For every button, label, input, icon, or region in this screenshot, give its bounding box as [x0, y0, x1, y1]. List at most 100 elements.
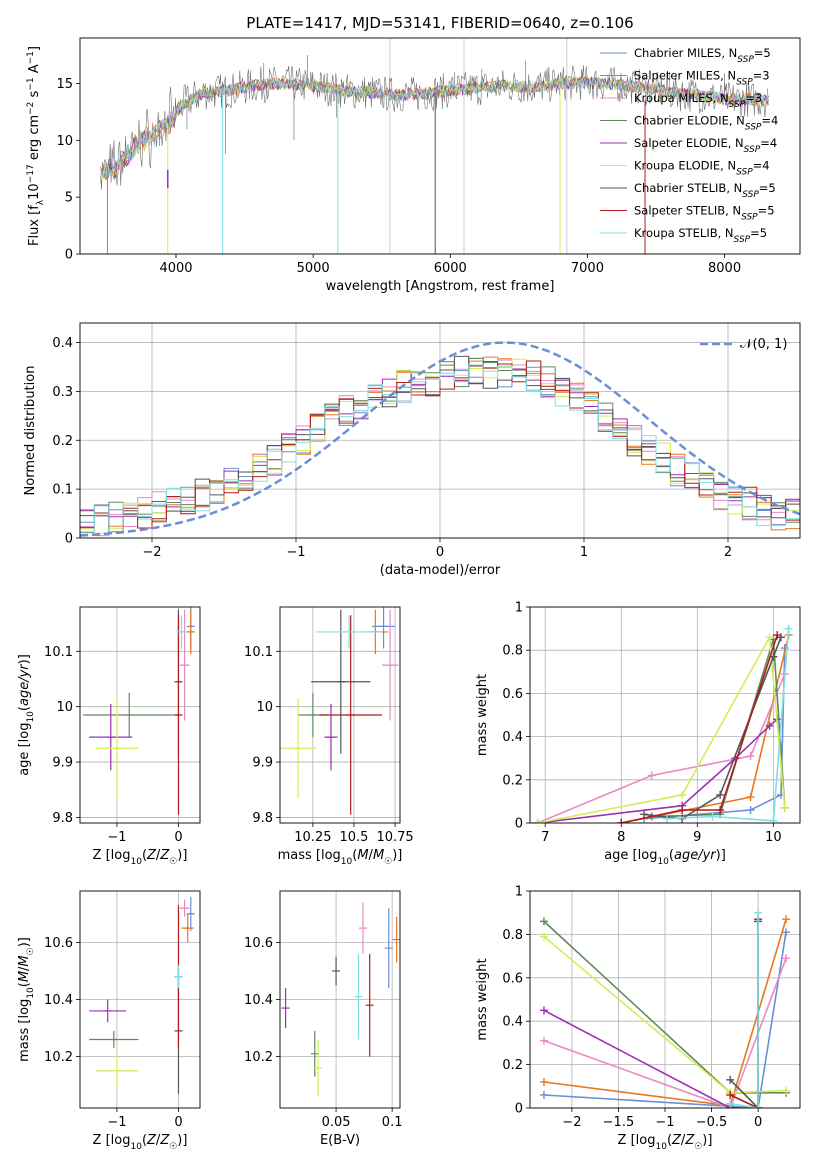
weight-marker	[708, 812, 717, 821]
spectrum-ylabel-part: Flux [f	[27, 205, 42, 246]
weight-marker	[539, 1006, 548, 1015]
weight-marker	[662, 814, 671, 823]
age-vs-Z-xlabel-part: 10	[130, 857, 142, 867]
legend-entry: Salpeter ELODIE, NSSP=4	[634, 136, 777, 155]
weight-vs-age-plot-area	[533, 624, 793, 823]
spectrum-ylabel-part: erg cm	[27, 115, 42, 164]
residuals-ytick-label: 0.3	[52, 385, 73, 400]
residuals-ytick-label: 0	[65, 532, 73, 547]
weight-vs-age-ylabel-part: mass weight	[475, 674, 490, 756]
weight-vs-Z-ylabel: mass weight	[475, 958, 490, 1040]
legend-entry: 𝒩(0, 1)	[740, 337, 787, 352]
age-vs-mass-xlabel-part: (	[352, 848, 357, 863]
weight-vs-Z-ylabel-part: mass weight	[475, 958, 490, 1040]
spectrum-plot-area	[100, 38, 769, 254]
legend-text: Salpeter ELODIE, N	[634, 136, 744, 150]
residuals-xlabel: (data-model)/error	[380, 563, 501, 578]
weight-vs-Z-ytick-label: 0.2	[502, 1058, 523, 1073]
legend-entry: Chabrier STELIB, NSSP=5	[634, 181, 776, 200]
spectrum-ytick-label: 10	[56, 134, 73, 149]
age-vs-Z-xlabel-part: Z [log	[93, 848, 131, 863]
weight-vs-age-xlabel-part: 10	[657, 857, 669, 867]
mass-vs-Z-xlabel-part: )]	[177, 1133, 187, 1148]
weight-marker	[726, 1090, 735, 1099]
weight-line	[621, 634, 778, 823]
weight-marker	[769, 816, 778, 823]
residuals-xtick-label: 0	[436, 545, 444, 560]
spectrum-line	[100, 77, 769, 178]
weight-vs-Z-xtick-label: −1.5	[603, 1115, 635, 1130]
age-vs-Z-xlabel-part: /	[156, 848, 161, 863]
residuals-xlabel-part: (data-model)/error	[380, 563, 501, 578]
weight-vs-Z-xlabel-part: ☉	[694, 1142, 702, 1152]
legend-sub: SSP	[736, 78, 753, 88]
weight-marker	[782, 1086, 791, 1095]
legend-value: =4	[760, 136, 777, 150]
histogram-step	[80, 364, 800, 533]
weight-marker	[716, 806, 725, 815]
spectrum-ylabel-part: −1	[26, 77, 36, 90]
mass-vs-Z-ytick-label: 10.4	[44, 993, 73, 1008]
weight-marker	[617, 819, 626, 823]
weight-marker	[647, 771, 656, 780]
spectrum-ytick-label: 15	[56, 77, 73, 92]
age-vs-Z-ylabel-part: age/yr	[17, 663, 32, 706]
mass-vs-Z-xlabel-part: Z	[146, 1133, 157, 1148]
weight-marker	[678, 790, 687, 799]
weight-vs-Z-ytick-label: 0.4	[502, 1015, 523, 1030]
age-vs-mass-xlabel-part: mass [log	[278, 848, 341, 863]
age-vs-mass-xtick-label: 10.25	[294, 830, 331, 845]
mass-vs-Z-ylabel-part: mass [log	[17, 999, 32, 1062]
weight-marker	[765, 633, 774, 642]
legend-sub: SSP	[736, 168, 753, 178]
weight-marker	[746, 752, 755, 761]
weight-line	[729, 919, 759, 1108]
age-vs-mass-xlabel-part: M	[357, 848, 368, 863]
legend-sub: SSP	[742, 190, 759, 200]
residuals-panel: −2 −1 0 1 2 0 0.1 0.2 0.3 0.4 𝒩(0, 1) (data-model)/…	[23, 322, 801, 578]
age-vs-Z-xtick-label: −1	[107, 830, 126, 845]
mass-vs-Z-panel: −1 010.210.410.6Z [log10(Z/Z☉)]mass [log1…	[17, 890, 201, 1152]
spectrum-xtick-label: 6000	[434, 261, 467, 276]
legend-entry: Salpeter MILES, NSSP=3	[634, 69, 770, 88]
weight-vs-age-xlabel: age [log10(age/yr)]	[604, 848, 726, 867]
mass-vs-Z-ylabel-part: M	[17, 971, 32, 982]
age-vs-Z-ylabel-part: 10	[26, 711, 36, 723]
legend-text: Salpeter STELIB, N	[634, 204, 741, 218]
spectrum-ylabel-part: ]	[27, 46, 42, 51]
age-vs-Z-xlabel-part: ☉	[169, 857, 177, 867]
mass-vs-Z-ylabel-part: /	[17, 966, 32, 971]
weight-vs-Z-frame	[529, 890, 801, 1109]
spectrum-ylabel-part: −1	[26, 51, 36, 64]
age-vs-Z-xlabel: Z [log10(Z/Z☉)]	[93, 848, 188, 867]
weight-vs-Z-xlabel: Z [log10(Z/Z☉)]	[618, 1133, 713, 1152]
weight-marker	[726, 1075, 735, 1084]
mass-vs-Z-xtick-label: −1	[107, 1115, 126, 1130]
weight-vs-Z-xtick-label: −1	[655, 1115, 674, 1130]
age-vs-mass-xlabel-part: /	[369, 848, 374, 863]
weight-vs-Z-xlabel-part: )]	[702, 1133, 712, 1148]
spectrum-xtick-label: 5000	[297, 261, 330, 276]
weight-marker	[754, 908, 763, 917]
residuals-legend: 𝒩(0, 1)	[700, 337, 787, 352]
weight-vs-Z-grid	[530, 890, 800, 1109]
weight-vs-age-xtick-label: 9	[693, 830, 701, 845]
mass-vs-EBV-xtick-label: 0.1	[382, 1115, 403, 1130]
legend-value: =3	[753, 69, 770, 83]
spectrum-xtick-label: 8000	[708, 261, 741, 276]
weight-vs-age-ylabel: mass weight	[475, 674, 490, 756]
weight-vs-age-xtick-label: 7	[541, 830, 549, 845]
spectrum-ylabel-part: −17	[26, 164, 36, 183]
mass-vs-EBV-ytick-label: 10.6	[244, 936, 273, 951]
age-vs-Z-ylabel-part: age [log	[17, 723, 32, 776]
legend-sub: SSP	[744, 145, 761, 155]
legend-text: Kroupa ELODIE, N	[634, 159, 736, 173]
age-vs-mass-xtick-label: 10.75	[376, 830, 413, 845]
weight-vs-Z-panel: −2 −1.5 −1 −0.5 000.20.40.60.81Z [log10(Z/Z☉…	[475, 885, 801, 1152]
mass-vs-EBV-frame	[279, 890, 401, 1109]
weight-vs-age-xlabel-part: )]	[716, 848, 726, 863]
weight-vs-age-xtick-label: 8	[617, 830, 625, 845]
mass-vs-EBV-xlabel: E(B-V)	[320, 1133, 360, 1148]
